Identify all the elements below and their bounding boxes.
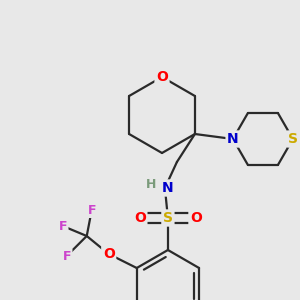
Text: F: F xyxy=(62,250,71,262)
Text: F: F xyxy=(58,220,67,232)
Text: O: O xyxy=(134,211,146,225)
Text: O: O xyxy=(190,211,202,225)
Text: S: S xyxy=(288,132,298,146)
Text: N: N xyxy=(162,181,174,195)
Text: S: S xyxy=(163,211,173,225)
Text: N: N xyxy=(227,132,239,146)
Text: O: O xyxy=(103,247,115,261)
Text: F: F xyxy=(88,203,96,217)
Text: H: H xyxy=(146,178,156,190)
Text: O: O xyxy=(156,70,168,84)
